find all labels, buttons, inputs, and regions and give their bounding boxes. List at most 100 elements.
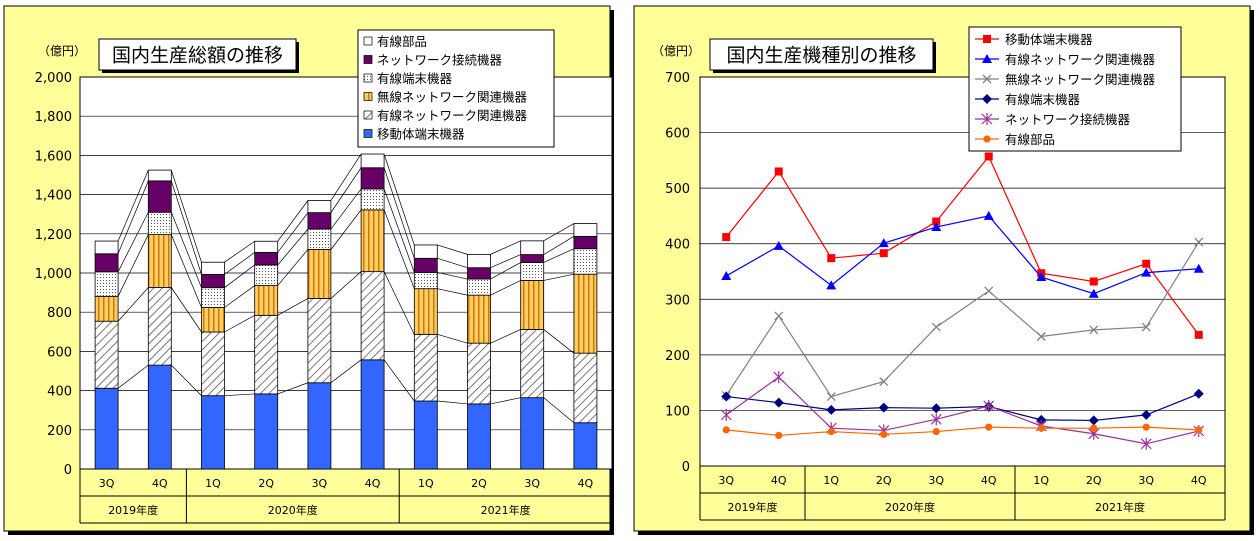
diamond-marker <box>1141 409 1152 420</box>
series-connector <box>330 359 362 384</box>
series-line <box>725 376 1199 445</box>
circle-marker <box>880 430 888 438</box>
legend-swatch <box>363 36 373 46</box>
y-tick-label: 1,600 <box>35 149 72 164</box>
bar-segment <box>254 285 279 316</box>
x-tick-label: 3Q <box>1138 474 1154 487</box>
series-line <box>726 393 1199 422</box>
bar-segment <box>467 403 491 470</box>
series-connector <box>383 209 415 289</box>
bar-segment <box>467 278 491 296</box>
bar-segment <box>254 264 279 286</box>
y-tick-label: 600 <box>47 345 72 360</box>
chart-title: 国内生産機種別の推移 <box>726 45 916 67</box>
bar-segment <box>147 211 172 235</box>
square-marker <box>774 167 783 176</box>
series-connector <box>543 273 574 281</box>
y-tick-label: 400 <box>47 385 72 400</box>
x-tick-label: 3Q <box>312 477 328 490</box>
series-connector <box>330 271 362 299</box>
series-connector <box>437 400 468 405</box>
y-unit-label: （億円） <box>38 44 86 58</box>
bar-segment <box>307 382 332 470</box>
y-tick-label: 1,000 <box>35 267 72 282</box>
title-box <box>709 38 934 71</box>
asterisk-marker <box>930 413 942 426</box>
series-connector <box>383 167 415 259</box>
bar-segment <box>201 273 225 289</box>
bar-segment <box>573 352 598 424</box>
circle-marker <box>932 427 940 436</box>
diamond-marker <box>826 404 837 415</box>
series-connector <box>437 244 468 255</box>
series-connector <box>224 240 255 263</box>
y-tick-label: 300 <box>665 293 690 308</box>
square-marker <box>827 254 836 263</box>
x-tick-label: 1Q <box>823 474 839 487</box>
x-marker <box>982 74 992 84</box>
x-tick-label: 2Q <box>258 477 274 490</box>
series-connector <box>330 188 362 230</box>
series-connector <box>224 252 255 275</box>
x-marker <box>1089 325 1099 335</box>
circle-marker <box>1195 426 1203 434</box>
year-group-label: 2020年度 <box>885 500 935 514</box>
bar-segment <box>413 244 438 259</box>
line-series <box>721 237 1204 401</box>
year-group-label: 2021年度 <box>481 503 531 517</box>
legend-label: ネットワーク接続機器 <box>377 53 503 68</box>
x-marker <box>774 311 784 321</box>
asterisk-marker <box>773 371 785 384</box>
legend: 移動体端末機器有線ネットワーク関連機器無線ネットワーク関連機器有線端末機器ネット… <box>968 26 1182 152</box>
x-marker <box>1194 237 1204 247</box>
bar-segment <box>573 248 598 275</box>
series-connector <box>330 167 362 213</box>
series-connector <box>277 228 309 266</box>
bar-segment <box>147 180 172 213</box>
legend-label: 有線ネットワーク関連機器 <box>377 108 528 123</box>
triangle-marker <box>931 222 942 232</box>
y-unit-label: （億円） <box>652 44 700 58</box>
x-tick-label: 4Q <box>152 477 168 490</box>
series-connector <box>383 153 415 246</box>
x-tick-label: 3Q <box>99 477 115 490</box>
triangle-marker <box>721 270 732 280</box>
series-connector <box>224 264 255 288</box>
series-connector <box>437 272 468 280</box>
title-box <box>98 38 297 71</box>
bar-segment <box>94 271 119 297</box>
series-line <box>725 241 1200 398</box>
x-tick-label: 4Q <box>365 477 381 490</box>
asterisk-marker <box>720 408 732 421</box>
diamond-marker <box>1193 388 1204 399</box>
square-marker <box>879 249 888 258</box>
bar-segment <box>360 153 385 169</box>
triangle-marker <box>1193 263 1204 273</box>
bar-segment <box>147 169 172 182</box>
bar-segment <box>360 209 385 273</box>
legend-label: 有線端末機器 <box>377 71 453 86</box>
series-connector <box>330 209 362 250</box>
bar-segment <box>413 333 438 402</box>
series-connector <box>383 188 415 273</box>
bar-segment <box>520 329 545 399</box>
legend-label: 無線ネットワーク関連機器 <box>377 90 528 105</box>
legend-swatch <box>363 92 373 101</box>
triangle-marker <box>826 280 837 290</box>
triangle-marker <box>1088 288 1099 298</box>
bar-segment <box>307 249 332 299</box>
diamond-marker <box>931 403 942 414</box>
bar-segment <box>360 359 385 470</box>
legend-label: 有線部品 <box>377 34 427 49</box>
series-connector <box>277 249 309 286</box>
x-marker <box>984 286 994 296</box>
bar-segment <box>201 261 225 275</box>
bar-segment <box>573 235 598 250</box>
series-connector <box>490 280 521 296</box>
series-connector <box>490 254 521 269</box>
circle-marker <box>1142 423 1150 431</box>
asterisk-marker <box>983 399 995 412</box>
bar-segment <box>520 262 545 281</box>
legend-swatch <box>363 73 373 83</box>
y-tick-label: 0 <box>64 463 72 478</box>
